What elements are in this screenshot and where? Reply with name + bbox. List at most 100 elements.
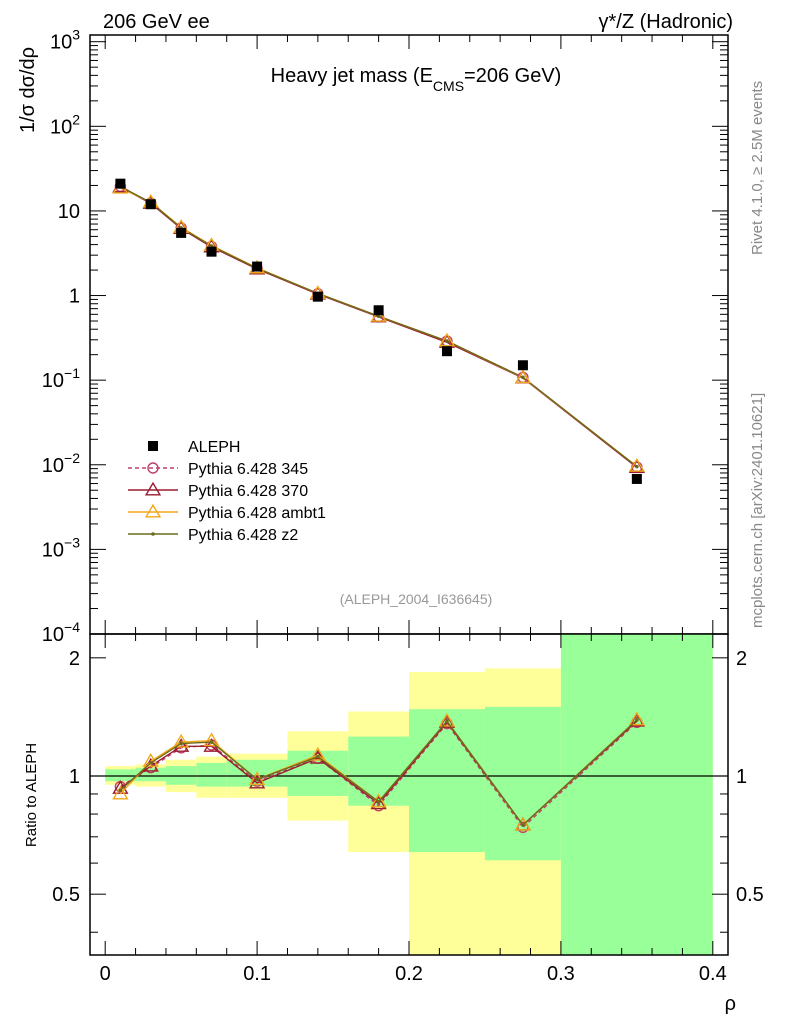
y-tick-label: 10−3: [42, 534, 80, 561]
legend-marker: [144, 481, 162, 496]
mcplots-text: mcplots.cern.ch [arXiv:2401.10621]: [749, 393, 766, 628]
legend-label: ALEPH: [188, 439, 240, 456]
ratio-point: [514, 816, 532, 831]
analysis-id-watermark: (ALEPH_2004_I636645): [340, 591, 493, 607]
ratio-y-tick-label-right: 2: [736, 648, 747, 670]
y-tick-label: 103: [50, 27, 80, 54]
uncertainty-band-inner: [560, 634, 713, 955]
ratio-point: [628, 711, 645, 726]
y-tick-label-exp: −2: [64, 450, 80, 466]
uncertainty-band-inner: [105, 769, 136, 782]
legend: ALEPH Pythia 6.428 345 Pythia 6.428 370 Pyt…: [128, 439, 326, 544]
data-point: [115, 178, 126, 189]
x-tick-label: 0: [100, 963, 111, 985]
main-ylabel: 1/σ dσ/dρ: [17, 47, 39, 133]
legend-item: Pythia 6.428 z2: [128, 527, 298, 544]
ratio-y-tick-label-right: 0.5: [736, 884, 764, 906]
ratio-panel: 2 2 1 1 0.5 0.5 0 0.1 0.2 0.3 0.4 Ratio to ALEPH ρ: [23, 633, 764, 1015]
mc-point: [376, 314, 381, 318]
ratio-point: [316, 754, 320, 759]
ratio-point: [209, 740, 214, 744]
y-tick-label: 10−2: [42, 450, 80, 477]
ratio-curve-4: [119, 719, 638, 827]
mc-curve-1: [120, 185, 638, 468]
mc-point: [445, 339, 449, 343]
mc-curve-2: [120, 186, 638, 468]
y-tick-label-exp: 2: [72, 111, 80, 127]
legend-item: Pythia 6.428 ambt1: [128, 503, 326, 522]
y-tick-label: 10−1: [42, 365, 80, 392]
uncertainty-band-inner: [484, 706, 561, 861]
y-tick-label-exp: 3: [72, 27, 80, 43]
ratio-point: [445, 719, 449, 723]
header-right: γ*/Z (Hadronic): [599, 11, 733, 33]
main-frame: [89, 34, 729, 635]
legend-label: Pythia 6.428 370: [188, 483, 308, 500]
data-point: [631, 473, 642, 484]
rivet-version-text: Rivet 4.1.0, ≥ 2.5M events: [749, 81, 766, 255]
y-tick-label-base: 10: [42, 624, 64, 646]
y-tick-label: 102: [50, 111, 80, 138]
x-tick-label: 0.3: [547, 963, 575, 985]
header-left: 206 GeV ee: [103, 11, 210, 33]
mc-curve-4: [120, 185, 638, 468]
legend-label: Pythia 6.428 z2: [188, 527, 298, 544]
legend-marker: [151, 532, 155, 536]
ratio-point: [118, 788, 123, 793]
x-axis-label: ρ: [725, 993, 736, 1015]
x-tick-label: 0.2: [395, 963, 423, 985]
ratio-point: [370, 793, 387, 808]
ratio-point: [148, 761, 153, 765]
data-point: [441, 346, 452, 357]
mc-point: [514, 369, 532, 384]
ratio-y-tick-label-right: 1: [736, 766, 747, 788]
x-tick-label: 0.4: [699, 963, 727, 985]
legend-item: ALEPH: [148, 439, 240, 456]
data-point: [312, 291, 323, 302]
ratio-ylabel: Ratio to ALEPH: [23, 743, 40, 847]
y-tick-label-exp: −4: [64, 619, 80, 635]
mc-point: [438, 332, 456, 347]
y-tick-label-exp: −3: [64, 534, 80, 550]
legend-marker-square: [148, 441, 158, 451]
legend-label: Pythia 6.428 ambt1: [188, 505, 326, 522]
uncertainty-band-inner: [196, 762, 227, 787]
uncertainty-band-inner: [409, 709, 485, 853]
data-point: [517, 360, 528, 371]
ratio-y-tick-label: 1: [69, 766, 80, 788]
ratio-point: [376, 799, 381, 804]
data-point: [206, 246, 217, 257]
x-tick-label: 0.1: [243, 963, 271, 985]
legend-item: Pythia 6.428 345: [128, 461, 308, 478]
y-tick-label-base: 10: [50, 32, 72, 54]
y-tick-label: 10: [58, 201, 80, 223]
ratio-point: [255, 777, 259, 782]
ratio-point: [179, 741, 183, 746]
legend-label: Pythia 6.428 345: [188, 461, 308, 478]
ratio-y-tick-label: 0.5: [52, 884, 80, 906]
ratio-point: [521, 823, 525, 827]
legend-marker: [147, 462, 159, 474]
y-tick-label-base: 10: [50, 116, 72, 138]
ratio-point: [248, 774, 266, 789]
ratio-point: [112, 785, 129, 800]
plot-title: Heavy jet mass (ECMS=206 GeV): [271, 65, 562, 94]
ratio-point: [309, 746, 326, 761]
data-point: [145, 199, 156, 210]
ratio-point: [203, 732, 220, 747]
data-point: [373, 305, 384, 316]
data-point: [252, 261, 263, 272]
ratio-point: [635, 718, 639, 722]
legend-item: Pythia 6.428 370: [128, 481, 308, 500]
mc-point: [628, 457, 645, 472]
mc-curve-3: [120, 187, 638, 467]
y-tick-label-base: 10: [42, 539, 64, 561]
y-tick-label-base: 10: [42, 370, 64, 392]
y-tick-label-exp: −1: [64, 365, 80, 381]
legend-marker: [144, 503, 162, 518]
data-point: [176, 227, 187, 238]
y-tick-label: 10−4: [42, 619, 80, 646]
mc-point: [521, 375, 525, 380]
